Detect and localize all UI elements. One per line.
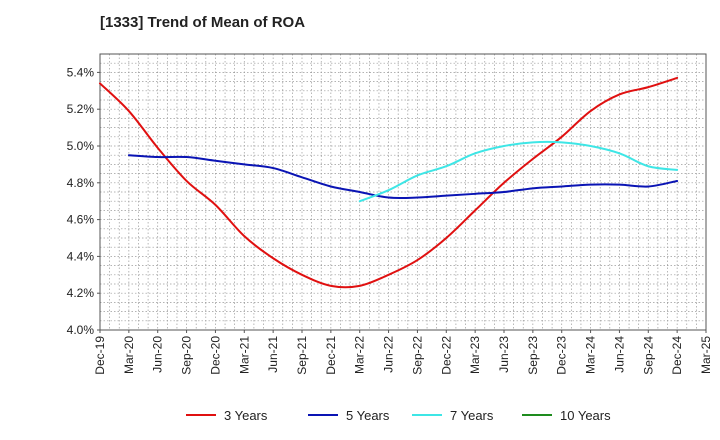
chart-title: [1333] Trend of Mean of ROA [100, 14, 306, 31]
plot-border [99, 53, 707, 331]
series-line-5-years [127, 154, 679, 200]
y-tick-label: 5.0% [67, 139, 95, 153]
legend-label-5-years: 5 Years [346, 408, 390, 423]
x-tick-label: Jun-22 [382, 336, 396, 373]
x-tick-label: Sep-20 [180, 336, 194, 375]
x-tick-label: Sep-21 [295, 336, 309, 375]
x-tick-label: Jun-21 [266, 336, 280, 373]
x-tick-label: Dec-22 [439, 336, 453, 375]
x-tick-label: Jun-24 [612, 336, 626, 373]
y-tick-label: 4.2% [67, 286, 95, 300]
x-tick-label: Dec-21 [324, 336, 338, 375]
y-tick-label: 5.4% [67, 65, 95, 79]
x-tick-label: Dec-24 [670, 336, 684, 375]
x-tick-label: Mar-23 [468, 336, 482, 374]
x-tick-label: Dec-19 [93, 336, 107, 375]
x-tick-label: Dec-20 [208, 336, 222, 375]
series-lines [99, 76, 679, 289]
legend: 3 Years 5 Years 7 Years 10 Years [186, 408, 611, 423]
y-tick-label: 4.4% [67, 249, 95, 263]
series-line-7-years [358, 140, 679, 203]
x-tick-label: Dec-23 [555, 336, 569, 375]
x-tick-label: Mar-25 [699, 336, 713, 374]
legend-label-10-years: 10 Years [560, 408, 611, 423]
x-tick-label: Sep-22 [410, 336, 424, 375]
y-tick-label: 4.8% [67, 176, 95, 190]
x-tick-label: Sep-24 [641, 336, 655, 375]
y-axis-tick-labels: 4.0% 4.2% 4.4% 4.6% 4.8% 5.0% 5.2% 5.4% [67, 65, 95, 337]
axes [97, 53, 707, 333]
x-tick-label: Jun-23 [497, 336, 511, 373]
x-axis-tick-labels: Dec-19 Mar-20 Jun-20 Sep-20 Dec-20 Mar-21 Jun-… [93, 336, 713, 375]
y-tick-label: 5.2% [67, 102, 95, 116]
legend-label-3-years: 3 Years [224, 408, 268, 423]
x-tick-label: Mar-20 [122, 336, 136, 374]
x-tick-label: Mar-22 [353, 336, 367, 374]
y-tick-label: 4.6% [67, 213, 95, 227]
legend-label-7-years: 7 Years [450, 408, 494, 423]
x-tick-label: Jun-20 [151, 336, 165, 373]
x-tick-label: Mar-21 [237, 336, 251, 374]
series-line-3-years [99, 76, 679, 289]
x-tick-label: Mar-24 [584, 336, 598, 374]
y-tick-label: 4.0% [67, 323, 95, 337]
x-tick-label: Sep-23 [526, 336, 540, 375]
